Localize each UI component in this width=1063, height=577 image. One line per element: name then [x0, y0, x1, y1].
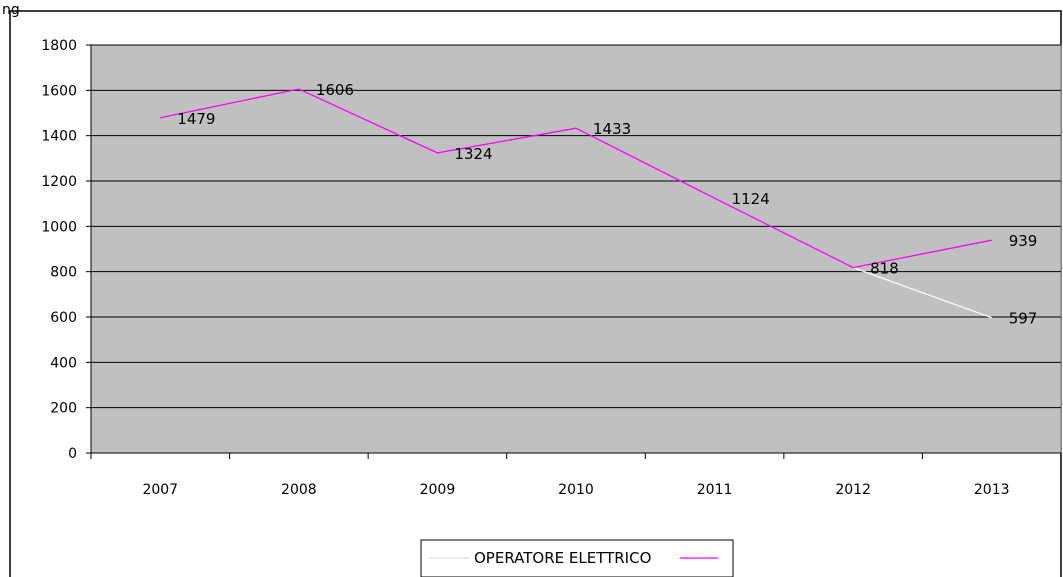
data-label: 1324 — [454, 145, 492, 163]
y-tick-label: 1600 — [41, 83, 77, 99]
y-tick-label: 1800 — [41, 38, 77, 54]
x-tick-label: 2010 — [558, 482, 594, 498]
y-tick-label: 1200 — [41, 174, 77, 190]
x-tick-label: 2013 — [974, 482, 1010, 498]
x-axis-ticks: 2007 2008 2009 2010 2011 2012 2013 — [90, 453, 1062, 498]
y-tick-label: 1000 — [41, 219, 77, 235]
x-tick-label: 2007 — [142, 482, 178, 498]
series-line-secondary — [852, 267, 992, 319]
y-tick-label: 1400 — [41, 129, 77, 145]
y-tick-label: 400 — [50, 355, 77, 371]
data-label: 1606 — [316, 81, 354, 99]
grid-lines — [91, 44, 1061, 409]
data-label: 597 — [1009, 310, 1038, 328]
data-label: 1433 — [593, 120, 631, 138]
x-tick-label: 2011 — [697, 482, 733, 498]
y-axis-ticks: 0 200 400 600 800 1000 1200 1400 1600 1800 — [41, 38, 91, 462]
plot-area — [90, 44, 1062, 454]
data-label: 1124 — [732, 190, 770, 208]
legend-label: OPERATORE ELETTRICO — [474, 549, 651, 567]
data-label: 818 — [870, 260, 899, 278]
data-labels: 1479 1606 1324 1433 1124 818 939 597 — [177, 81, 1037, 328]
y-tick-label: 0 — [68, 446, 77, 462]
data-label: 1479 — [177, 110, 215, 128]
x-tick-label: 2012 — [835, 482, 871, 498]
x-tick-label: 2009 — [420, 482, 456, 498]
y-tick-label: 600 — [50, 310, 77, 326]
top-fragment-text: ng — [2, 2, 20, 18]
series-line-operatore-elettrico — [160, 88, 992, 269]
data-label: 939 — [1009, 232, 1038, 250]
y-tick-label: 800 — [50, 265, 77, 281]
legend: OPERATORE ELETTRICO — [420, 539, 734, 577]
axes — [90, 45, 1061, 454]
series-lines — [160, 88, 992, 319]
x-tick-label: 2008 — [281, 482, 317, 498]
y-tick-label: 200 — [50, 401, 77, 417]
